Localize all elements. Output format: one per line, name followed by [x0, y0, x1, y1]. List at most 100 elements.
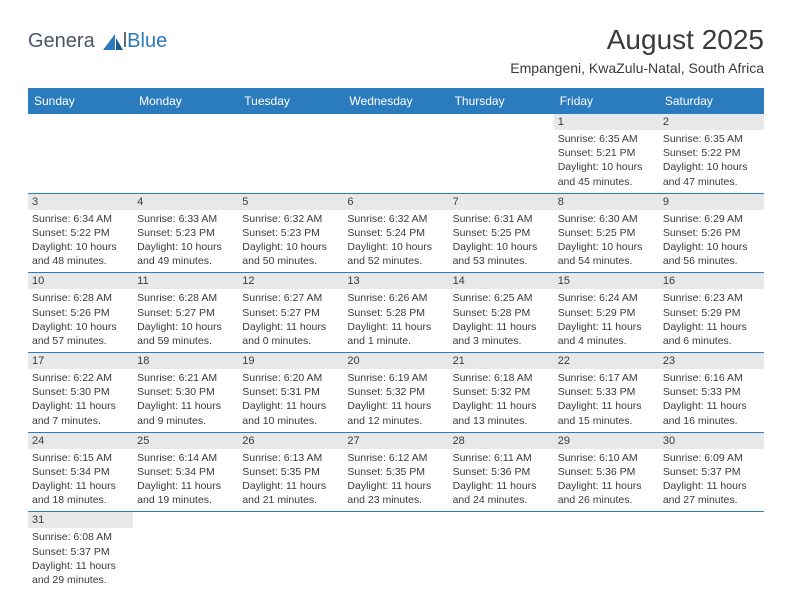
- location-text: Empangeni, KwaZulu-Natal, South Africa: [510, 60, 764, 76]
- calendar-cell: [343, 512, 448, 591]
- calendar-cell: 3Sunrise: 6:34 AMSunset: 5:22 PMDaylight…: [28, 193, 133, 273]
- daylight-text: Daylight: 11 hours: [242, 320, 339, 334]
- calendar-cell: [449, 114, 554, 193]
- day-number: 25: [133, 433, 238, 449]
- calendar-cell: [238, 512, 343, 591]
- day-header: Sunday: [28, 88, 133, 114]
- sunset-text: Sunset: 5:29 PM: [663, 306, 760, 320]
- day-number: 20: [343, 353, 448, 369]
- day-number: 26: [238, 433, 343, 449]
- sunset-text: Sunset: 5:35 PM: [347, 465, 444, 479]
- daylight-text: and 56 minutes.: [663, 254, 760, 268]
- sunrise-text: Sunrise: 6:13 AM: [242, 451, 339, 465]
- calendar-week-row: 31Sunrise: 6:08 AMSunset: 5:37 PMDayligh…: [28, 512, 764, 591]
- sunset-text: Sunset: 5:28 PM: [347, 306, 444, 320]
- daylight-text: and 13 minutes.: [453, 414, 550, 428]
- sunrise-text: Sunrise: 6:14 AM: [137, 451, 234, 465]
- sunrise-text: Sunrise: 6:32 AM: [347, 212, 444, 226]
- day-number: 24: [28, 433, 133, 449]
- sunset-text: Sunset: 5:36 PM: [558, 465, 655, 479]
- brand-logo: Genera l Blue: [28, 30, 167, 53]
- calendar-cell: [343, 114, 448, 193]
- sunset-text: Sunset: 5:21 PM: [558, 146, 655, 160]
- calendar-cell: 20Sunrise: 6:19 AMSunset: 5:32 PMDayligh…: [343, 353, 448, 433]
- sunrise-text: Sunrise: 6:08 AM: [32, 530, 129, 544]
- sunrise-text: Sunrise: 6:22 AM: [32, 371, 129, 385]
- day-number: 28: [449, 433, 554, 449]
- daylight-text: and 1 minute.: [347, 334, 444, 348]
- sunset-text: Sunset: 5:33 PM: [663, 385, 760, 399]
- day-data: Sunrise: 6:26 AMSunset: 5:28 PMDaylight:…: [343, 289, 448, 352]
- sunset-text: Sunset: 5:35 PM: [242, 465, 339, 479]
- day-number: 5: [238, 194, 343, 210]
- day-number: 21: [449, 353, 554, 369]
- daylight-text: and 0 minutes.: [242, 334, 339, 348]
- day-number: 31: [28, 512, 133, 528]
- day-number: 19: [238, 353, 343, 369]
- daylight-text: and 4 minutes.: [558, 334, 655, 348]
- day-header: Monday: [133, 88, 238, 114]
- daylight-text: Daylight: 10 hours: [137, 320, 234, 334]
- day-data: Sunrise: 6:20 AMSunset: 5:31 PMDaylight:…: [238, 369, 343, 432]
- sunset-text: Sunset: 5:31 PM: [242, 385, 339, 399]
- daylight-text: Daylight: 11 hours: [137, 479, 234, 493]
- calendar-week-row: 24Sunrise: 6:15 AMSunset: 5:34 PMDayligh…: [28, 432, 764, 512]
- sunset-text: Sunset: 5:28 PM: [453, 306, 550, 320]
- sunset-text: Sunset: 5:32 PM: [347, 385, 444, 399]
- daylight-text: and 53 minutes.: [453, 254, 550, 268]
- daylight-text: and 27 minutes.: [663, 493, 760, 507]
- sunset-text: Sunset: 5:22 PM: [32, 226, 129, 240]
- daylight-text: Daylight: 11 hours: [32, 559, 129, 573]
- calendar-cell: 4Sunrise: 6:33 AMSunset: 5:23 PMDaylight…: [133, 193, 238, 273]
- sunset-text: Sunset: 5:33 PM: [558, 385, 655, 399]
- sunrise-text: Sunrise: 6:09 AM: [663, 451, 760, 465]
- sunrise-text: Sunrise: 6:35 AM: [663, 132, 760, 146]
- sunrise-text: Sunrise: 6:29 AM: [663, 212, 760, 226]
- day-data: Sunrise: 6:17 AMSunset: 5:33 PMDaylight:…: [554, 369, 659, 432]
- day-number: 8: [554, 194, 659, 210]
- sunrise-text: Sunrise: 6:18 AM: [453, 371, 550, 385]
- sunrise-text: Sunrise: 6:26 AM: [347, 291, 444, 305]
- daylight-text: and 7 minutes.: [32, 414, 129, 428]
- day-number: 1: [554, 114, 659, 130]
- day-data: Sunrise: 6:29 AMSunset: 5:26 PMDaylight:…: [659, 210, 764, 273]
- sunrise-text: Sunrise: 6:10 AM: [558, 451, 655, 465]
- daylight-text: Daylight: 11 hours: [663, 399, 760, 413]
- daylight-text: Daylight: 10 hours: [663, 160, 760, 174]
- daylight-text: and 45 minutes.: [558, 175, 655, 189]
- daylight-text: Daylight: 11 hours: [453, 320, 550, 334]
- day-data: Sunrise: 6:28 AMSunset: 5:27 PMDaylight:…: [133, 289, 238, 352]
- sunset-text: Sunset: 5:36 PM: [453, 465, 550, 479]
- daylight-text: Daylight: 10 hours: [558, 160, 655, 174]
- day-number: 16: [659, 273, 764, 289]
- daylight-text: Daylight: 11 hours: [242, 399, 339, 413]
- day-data: Sunrise: 6:24 AMSunset: 5:29 PMDaylight:…: [554, 289, 659, 352]
- calendar-cell: 18Sunrise: 6:21 AMSunset: 5:30 PMDayligh…: [133, 353, 238, 433]
- day-data: Sunrise: 6:16 AMSunset: 5:33 PMDaylight:…: [659, 369, 764, 432]
- logo-text-blue: Blue: [127, 30, 167, 53]
- calendar-cell: 24Sunrise: 6:15 AMSunset: 5:34 PMDayligh…: [28, 432, 133, 512]
- daylight-text: and 26 minutes.: [558, 493, 655, 507]
- sunset-text: Sunset: 5:25 PM: [453, 226, 550, 240]
- daylight-text: and 24 minutes.: [453, 493, 550, 507]
- daylight-text: and 49 minutes.: [137, 254, 234, 268]
- daylight-text: Daylight: 10 hours: [558, 240, 655, 254]
- day-number: 22: [554, 353, 659, 369]
- daylight-text: Daylight: 11 hours: [242, 479, 339, 493]
- day-data: Sunrise: 6:14 AMSunset: 5:34 PMDaylight:…: [133, 449, 238, 512]
- day-number: 17: [28, 353, 133, 369]
- sunrise-text: Sunrise: 6:16 AM: [663, 371, 760, 385]
- day-number: 15: [554, 273, 659, 289]
- day-data: Sunrise: 6:31 AMSunset: 5:25 PMDaylight:…: [449, 210, 554, 273]
- sunset-text: Sunset: 5:22 PM: [663, 146, 760, 160]
- sunrise-text: Sunrise: 6:17 AM: [558, 371, 655, 385]
- day-data: Sunrise: 6:19 AMSunset: 5:32 PMDaylight:…: [343, 369, 448, 432]
- calendar-cell: 17Sunrise: 6:22 AMSunset: 5:30 PMDayligh…: [28, 353, 133, 433]
- daylight-text: Daylight: 10 hours: [32, 240, 129, 254]
- day-data: Sunrise: 6:13 AMSunset: 5:35 PMDaylight:…: [238, 449, 343, 512]
- calendar-cell: 23Sunrise: 6:16 AMSunset: 5:33 PMDayligh…: [659, 353, 764, 433]
- day-header-row: Sunday Monday Tuesday Wednesday Thursday…: [28, 88, 764, 114]
- day-number: 30: [659, 433, 764, 449]
- day-data: Sunrise: 6:12 AMSunset: 5:35 PMDaylight:…: [343, 449, 448, 512]
- daylight-text: and 12 minutes.: [347, 414, 444, 428]
